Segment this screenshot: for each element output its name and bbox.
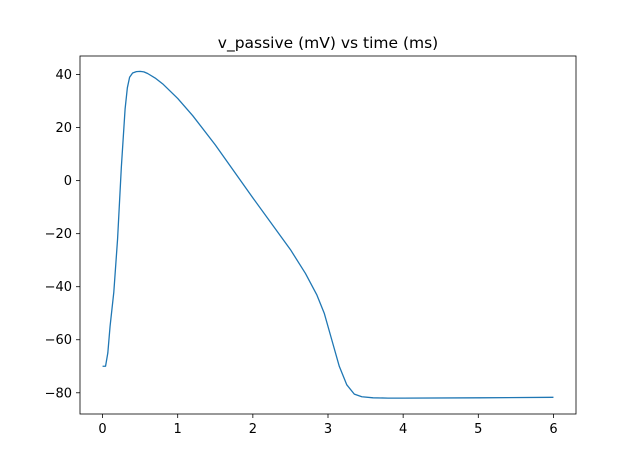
y-tick-label: 20 [55, 121, 72, 136]
axes: 0 1 2 3 4 5 6 −80 −60 −40 −20 0 20 40 [45, 55, 577, 437]
x-tick-label: 4 [399, 422, 407, 437]
x-tick-label: 3 [324, 422, 332, 437]
x-tick-label: 2 [249, 422, 257, 437]
x-tick-label: 1 [174, 422, 182, 437]
x-tick-label: 0 [98, 422, 106, 437]
x-tick-label: 5 [474, 422, 482, 437]
y-tick-label: −60 [45, 333, 72, 348]
y-tick-label: −80 [45, 386, 72, 401]
series-line-v_passive [102, 70, 554, 399]
x-tick-label: 6 [549, 422, 557, 437]
y-tick-label: −20 [45, 227, 72, 242]
y-tick-label: 0 [64, 174, 72, 189]
y-tick-label: 40 [55, 68, 72, 83]
chart-title: v_passive (mV) vs time (ms) [218, 34, 438, 53]
y-tick-label: −40 [45, 280, 72, 295]
plot-area [102, 70, 554, 399]
